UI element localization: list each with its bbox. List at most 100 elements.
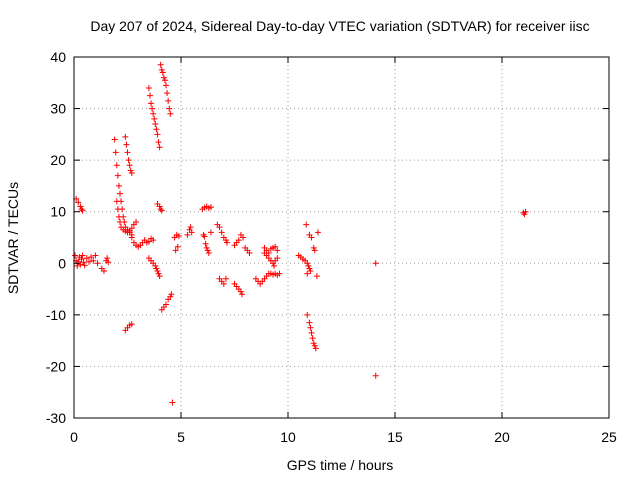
data-point (111, 136, 118, 143)
y-tick-label: 0 (58, 255, 66, 271)
x-axis-label: GPS time / hours (287, 457, 394, 473)
data-point (128, 170, 135, 177)
data-point (184, 231, 191, 238)
data-point (203, 244, 210, 251)
data-point (307, 268, 314, 275)
data-point (204, 247, 211, 254)
x-tick-label: 10 (280, 429, 296, 445)
data-point (155, 270, 162, 277)
data-point (235, 237, 242, 244)
y-tick-label: 20 (50, 152, 66, 168)
y-tick-label: -30 (46, 410, 66, 426)
data-point (175, 232, 182, 239)
data-point (310, 340, 317, 347)
data-point (127, 167, 134, 174)
x-tick-label: 25 (601, 429, 617, 445)
data-point (308, 234, 315, 241)
data-point (166, 105, 173, 112)
data-point (145, 84, 152, 91)
data-point (521, 211, 528, 218)
data-point (85, 258, 92, 265)
data-point (314, 229, 321, 236)
data-point (309, 335, 316, 342)
data-point (148, 100, 155, 107)
data-point (128, 225, 135, 232)
data-point (153, 126, 160, 133)
data-point (202, 240, 209, 247)
data-point (133, 219, 140, 226)
data-point (126, 162, 133, 169)
data-point (112, 149, 119, 156)
plot-frame (73, 56, 610, 419)
data-point (311, 247, 318, 254)
data-point (114, 206, 121, 213)
data-point (80, 259, 87, 266)
data-point (311, 342, 318, 349)
data-point (222, 275, 229, 282)
y-tick-label: 40 (50, 49, 66, 65)
data-point (308, 329, 315, 336)
data-point (77, 203, 84, 210)
data-point (146, 92, 153, 99)
grid-lines (74, 57, 609, 418)
y-tick-label: 10 (50, 204, 66, 220)
data-point (151, 115, 158, 122)
data-point (313, 273, 320, 280)
data-point (165, 97, 172, 104)
data-point (167, 293, 174, 300)
data-point (156, 203, 163, 210)
data-point (372, 372, 379, 379)
data-point (81, 262, 88, 269)
data-point (272, 243, 279, 250)
data-point (72, 252, 79, 259)
data-point (100, 268, 107, 275)
data-point (306, 319, 313, 326)
data-point (150, 110, 157, 117)
y-tick-label: -20 (46, 358, 66, 374)
data-point (304, 260, 311, 267)
data-point (522, 208, 529, 215)
data-point (79, 207, 86, 214)
data-point (79, 252, 86, 259)
data-point (90, 257, 97, 264)
data-point (307, 324, 314, 331)
data-point (114, 172, 121, 179)
y-tick-label: -10 (46, 307, 66, 323)
data-point (113, 198, 120, 205)
data-point (113, 162, 120, 169)
data-point (105, 259, 112, 266)
chart-title: Day 207 of 2024, Sidereal Day-to-day VTE… (90, 18, 589, 34)
data-point (74, 262, 81, 269)
data-point (306, 265, 313, 272)
y-axis-label: SDTVAR / TECUs (5, 182, 21, 294)
data-point (156, 273, 163, 280)
data-point (158, 207, 165, 214)
data-point (163, 82, 170, 89)
x-tick-label: 15 (387, 429, 403, 445)
data-point (167, 110, 174, 117)
data-point (265, 249, 272, 256)
data-point (312, 345, 319, 352)
data-point (216, 224, 223, 231)
data-point (271, 262, 278, 269)
data-point (88, 254, 95, 261)
data-point (123, 141, 130, 148)
data-point (128, 234, 135, 241)
data-point (128, 321, 135, 328)
data-point (174, 243, 181, 250)
data-point (153, 265, 160, 272)
data-point (75, 199, 82, 206)
x-tick-label: 0 (70, 429, 78, 445)
data-point (155, 139, 162, 146)
data-point (172, 247, 179, 254)
data-point (201, 233, 208, 240)
data-point (92, 252, 99, 259)
data-point (207, 229, 214, 236)
data-point (117, 219, 124, 226)
data-point (117, 190, 124, 197)
data-point (187, 224, 194, 231)
data-point (168, 291, 175, 298)
x-tick-label: 20 (494, 429, 510, 445)
data-point (77, 261, 84, 268)
data-point (304, 270, 311, 277)
